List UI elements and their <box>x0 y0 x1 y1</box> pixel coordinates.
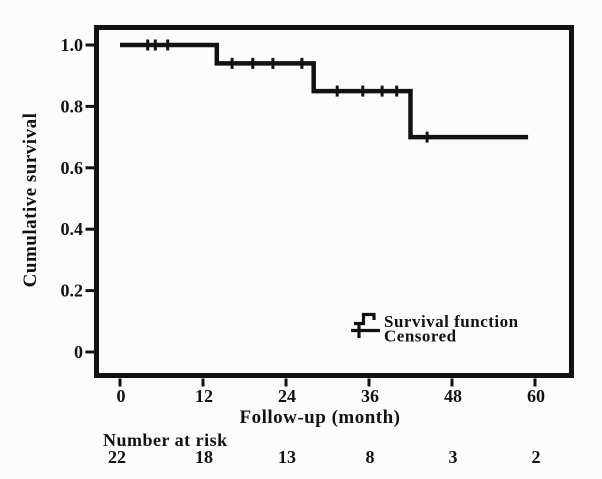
risk-count: 18 <box>195 447 213 467</box>
x-tick-label: 12 <box>195 386 213 406</box>
y-tick-label: 0.2 <box>61 281 84 301</box>
legend-survival-label: Survival function <box>384 312 519 331</box>
y-tick-label: 0.4 <box>61 219 84 239</box>
y-tick-label: 0.6 <box>61 158 84 178</box>
censored-tick-icon <box>351 323 380 338</box>
survival-step-icon <box>354 312 376 326</box>
y-axis-ticks: 1.0 0.8 0.6 0.4 0.2 0 <box>61 35 94 362</box>
x-tick-label: 24 <box>278 386 296 406</box>
risk-count: 13 <box>278 447 296 467</box>
survival-curve <box>120 42 529 140</box>
risk-count: 8 <box>366 447 375 467</box>
x-axis-ticks: 0 12 24 36 48 60 <box>117 378 545 406</box>
plot-border-rect <box>94 25 574 378</box>
y-tick-label: 0 <box>74 342 83 362</box>
risk-count: 22 <box>108 447 126 467</box>
legend: Survival function Censored <box>351 312 519 346</box>
x-tick-label: 48 <box>444 386 462 406</box>
x-axis-title: Follow-up (month) <box>239 407 400 428</box>
survival-curve-path <box>120 42 529 140</box>
number-at-risk-label: Number at risk <box>103 430 228 450</box>
risk-count: 3 <box>449 447 458 467</box>
risk-values: 22 18 13 8 3 2 <box>108 447 541 467</box>
risk-count: 2 <box>532 447 541 467</box>
risk-table: Number at risk 22 18 13 8 3 2 <box>103 430 541 467</box>
x-tick-label: 36 <box>361 386 379 406</box>
y-tick-label: 1.0 <box>61 35 84 55</box>
y-axis-title: Cumulative survival <box>20 113 41 288</box>
censor-marks <box>146 39 429 143</box>
x-tick-label: 0 <box>117 386 126 406</box>
x-tick-label: 60 <box>527 386 545 406</box>
plot-border <box>94 25 574 378</box>
y-tick-label: 0.8 <box>61 96 84 116</box>
legend-censored-label: Censored <box>384 327 457 346</box>
